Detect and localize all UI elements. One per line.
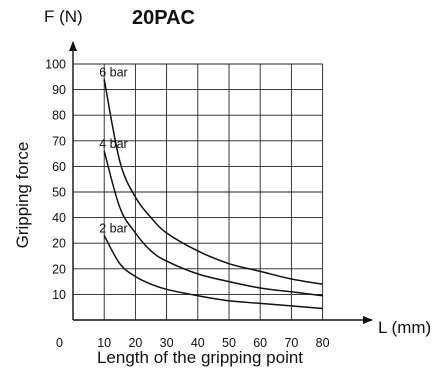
y-tick-label: 20: [52, 237, 66, 251]
x-tick-label: 40: [191, 336, 205, 350]
chart-title: 20PAC: [132, 7, 195, 29]
x-axis-title: Length of the gripping point: [97, 348, 303, 367]
series-label: 2 bar: [99, 222, 128, 236]
y-axis-title: Gripping force: [13, 142, 32, 249]
series-curve-4-bar: [103, 150, 323, 297]
x-tick-label: 60: [253, 336, 267, 350]
y-tick-label: 80: [52, 109, 66, 123]
origin-label: 0: [56, 336, 63, 350]
series-curve-6-bar: [103, 79, 323, 285]
x-tick-label: 50: [222, 336, 236, 350]
y-tick-label: 40: [52, 211, 66, 225]
y-tick-label: 60: [52, 160, 66, 174]
x-tick-label: 30: [160, 336, 174, 350]
x-tick-label: 10: [97, 336, 111, 350]
x-tick-label: 80: [316, 336, 330, 350]
series-curve-2-bar: [103, 235, 323, 310]
series-label: 6 bar: [99, 65, 128, 79]
y-tick-label: 10: [52, 288, 66, 302]
grid-lines: [73, 63, 324, 320]
y-tick-label: 90: [52, 83, 66, 97]
y-unit-label: F (N): [44, 7, 83, 26]
x-tick-labels: 10 20 30 40 50 60 70 80: [97, 336, 329, 350]
y-tick-label: 20: [52, 262, 66, 276]
y-tick-labels: 100 90 80 70 60 50 40 20 20 10: [45, 58, 66, 302]
y-tick-label: 50: [52, 186, 66, 200]
x-tick-label: 20: [128, 336, 142, 350]
series-label: 4 bar: [99, 137, 128, 151]
y-tick-label: 70: [52, 134, 66, 148]
series-labels: 6 bar 4 bar 2 bar: [99, 65, 128, 235]
series-curves: [103, 79, 323, 310]
x-unit-label: L (mm): [378, 318, 431, 337]
x-tick-label: 70: [284, 336, 298, 350]
y-tick-label: 100: [45, 58, 66, 72]
